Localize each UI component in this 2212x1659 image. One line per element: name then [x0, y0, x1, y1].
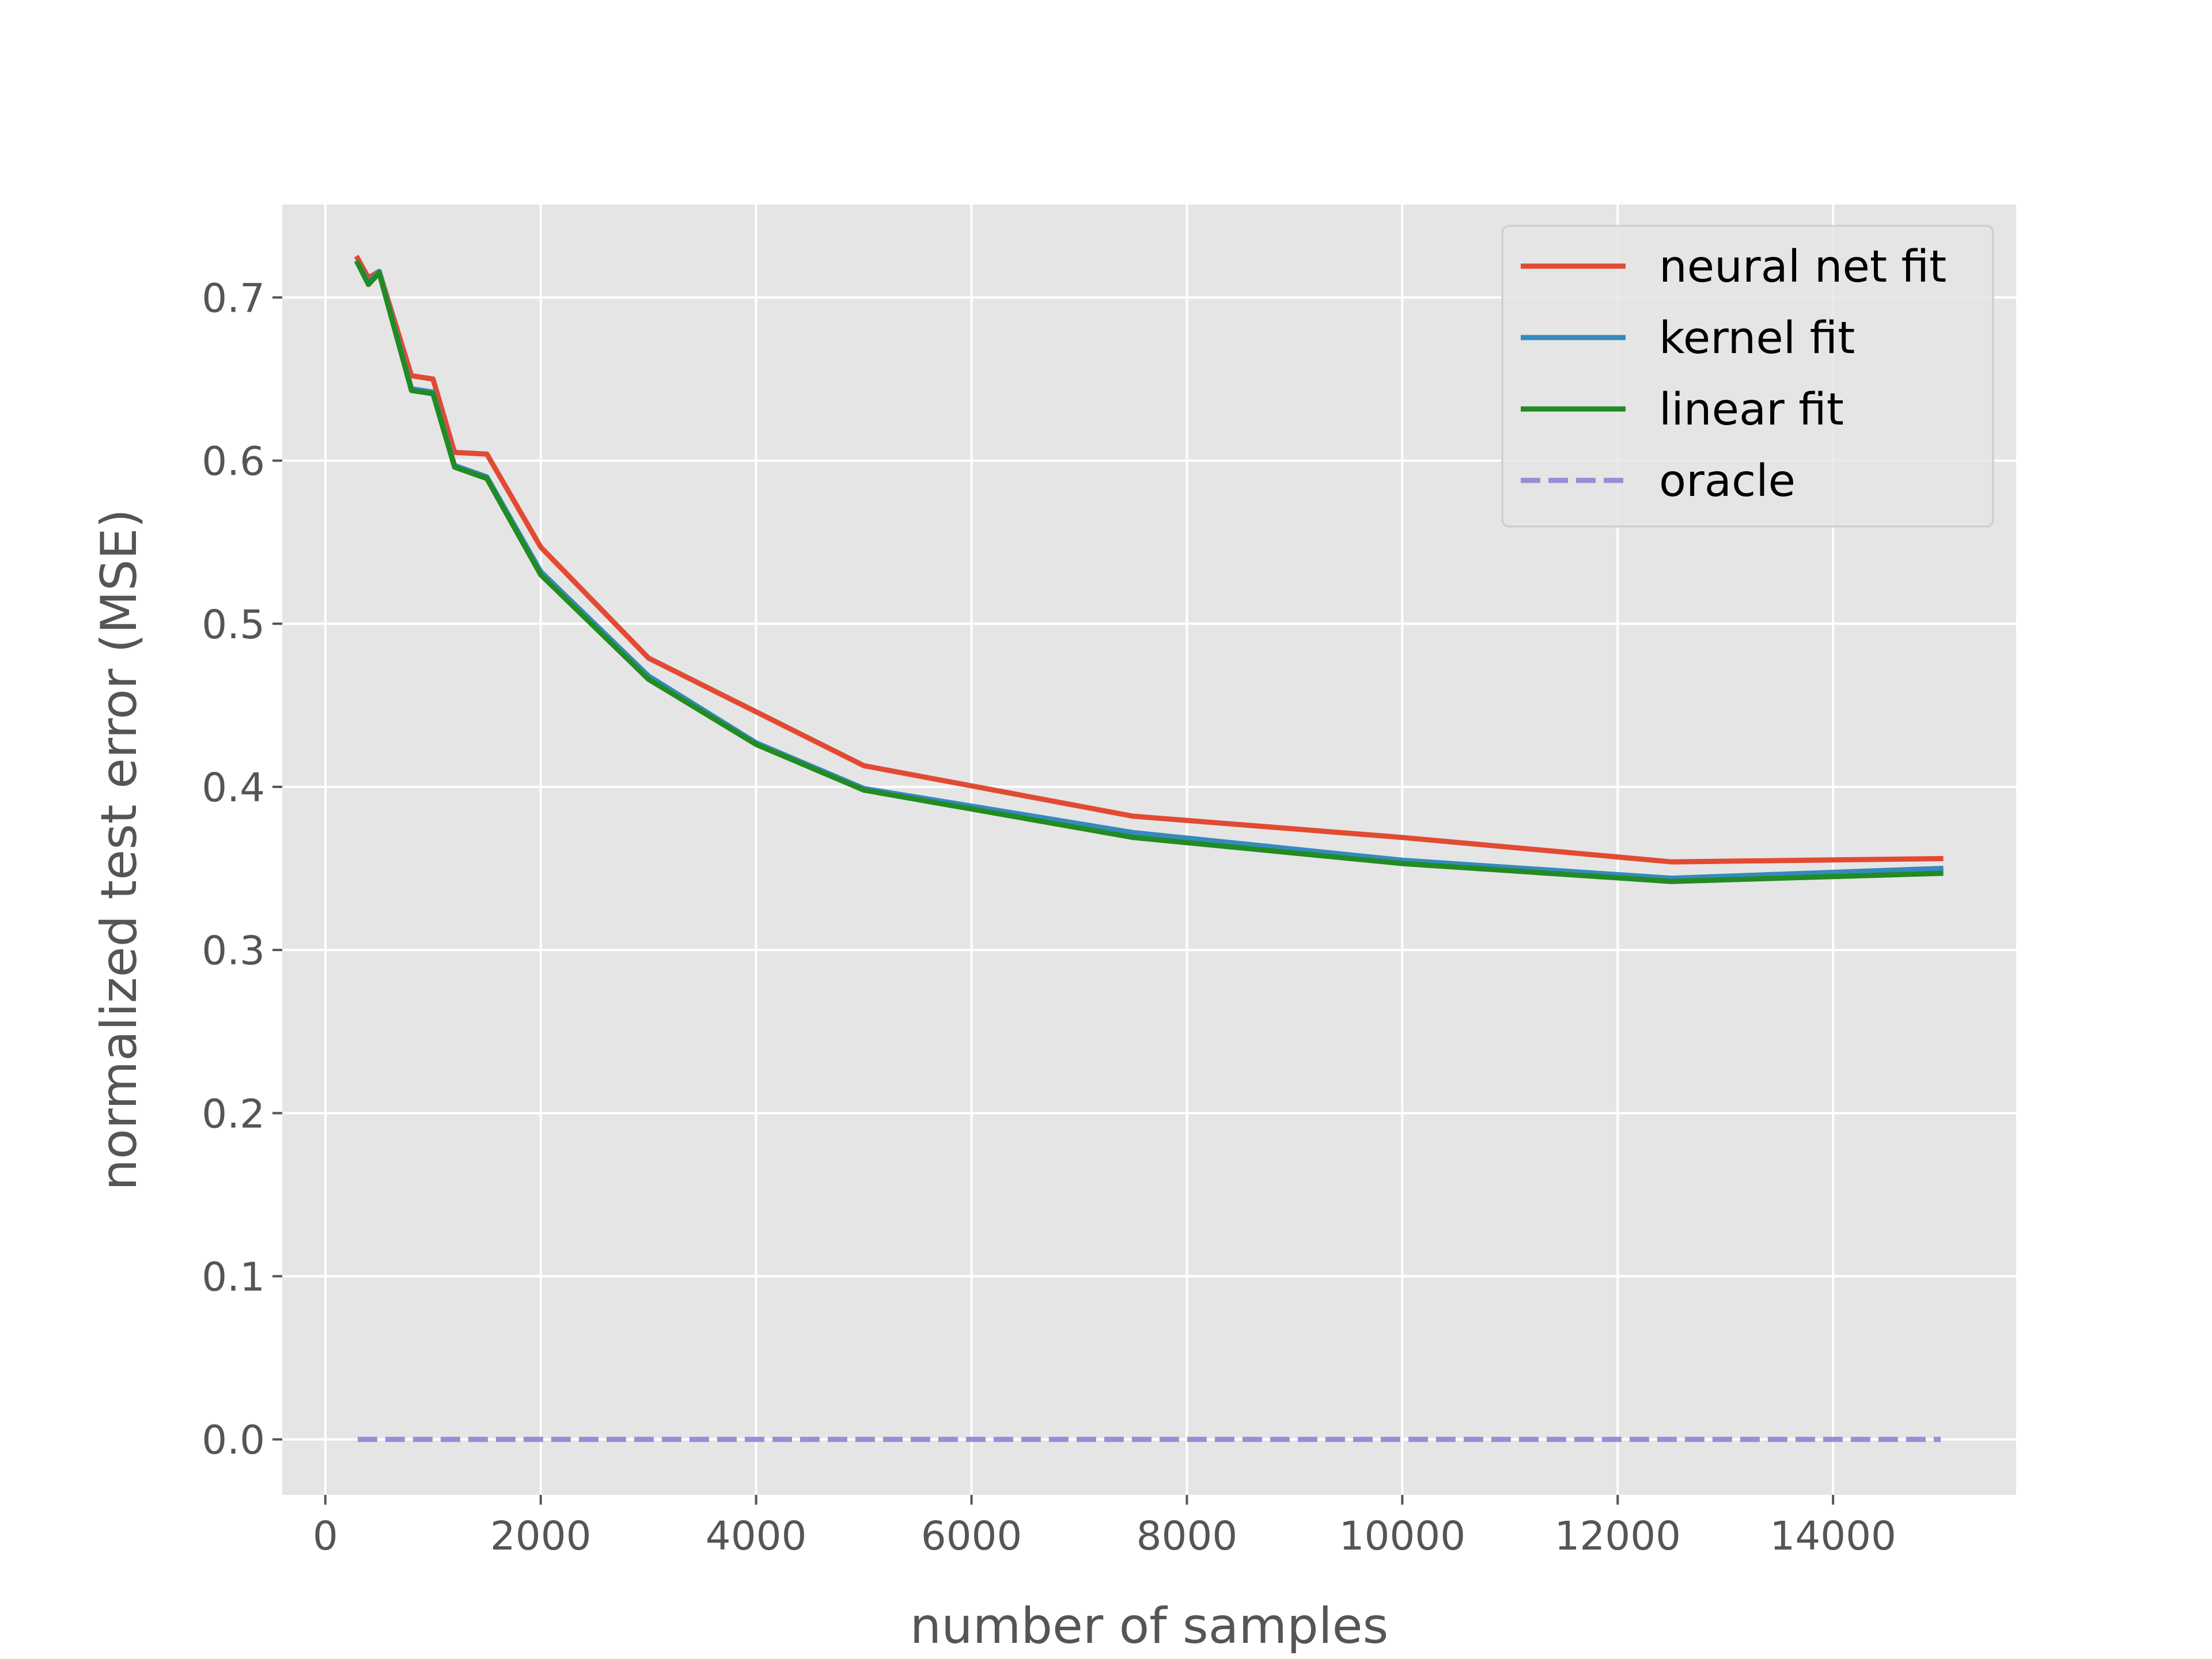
- x-tick-label: 12000: [1555, 1513, 1681, 1559]
- y-tick-label: 0.7: [202, 275, 265, 321]
- x-tick-label: 2000: [490, 1513, 592, 1559]
- y-axis-ticks: 0.0 0.1 0.2 0.3 0.4 0.5 0.6 0.7: [202, 275, 282, 1464]
- legend-items: neural net fit kernel fit linear fit oracle: [1521, 241, 1946, 507]
- y-tick-label: 0.5: [202, 602, 265, 648]
- x-tick-label: 14000: [1770, 1513, 1896, 1559]
- legend-label: kernel fit: [1659, 313, 1855, 364]
- y-axis-title: normalized test error (MSE): [90, 509, 148, 1190]
- y-tick-label: 0.2: [202, 1091, 265, 1137]
- y-tick-label: 0.4: [202, 765, 265, 811]
- x-tick-label: 10000: [1339, 1513, 1466, 1559]
- legend-box: [1501, 225, 1994, 528]
- x-axis-title: number of samples: [910, 1597, 1389, 1655]
- legend-label: linear fit: [1659, 384, 1844, 435]
- y-tick-label: 0.6: [202, 439, 265, 485]
- y-tick-label: 0.0: [202, 1418, 265, 1464]
- series-lines: [354, 255, 1944, 1442]
- y-tick-label: 0.1: [202, 1255, 265, 1301]
- y-tick-label: 0.3: [202, 928, 265, 974]
- x-tick-label: 0: [313, 1513, 338, 1559]
- legend-label: oracle: [1659, 456, 1796, 507]
- x-tick-label: 4000: [706, 1513, 807, 1559]
- legend: neural net fit kernel fit linear fit oracle: [1501, 225, 1994, 528]
- x-axis-ticks: 0 2000 4000 6000 8000 10000 12000 14000: [313, 1495, 1896, 1559]
- x-tick-label: 8000: [1137, 1513, 1238, 1559]
- legend-label: neural net fit: [1659, 241, 1946, 293]
- series-line-2: [354, 259, 1944, 884]
- x-tick-label: 6000: [921, 1513, 1022, 1559]
